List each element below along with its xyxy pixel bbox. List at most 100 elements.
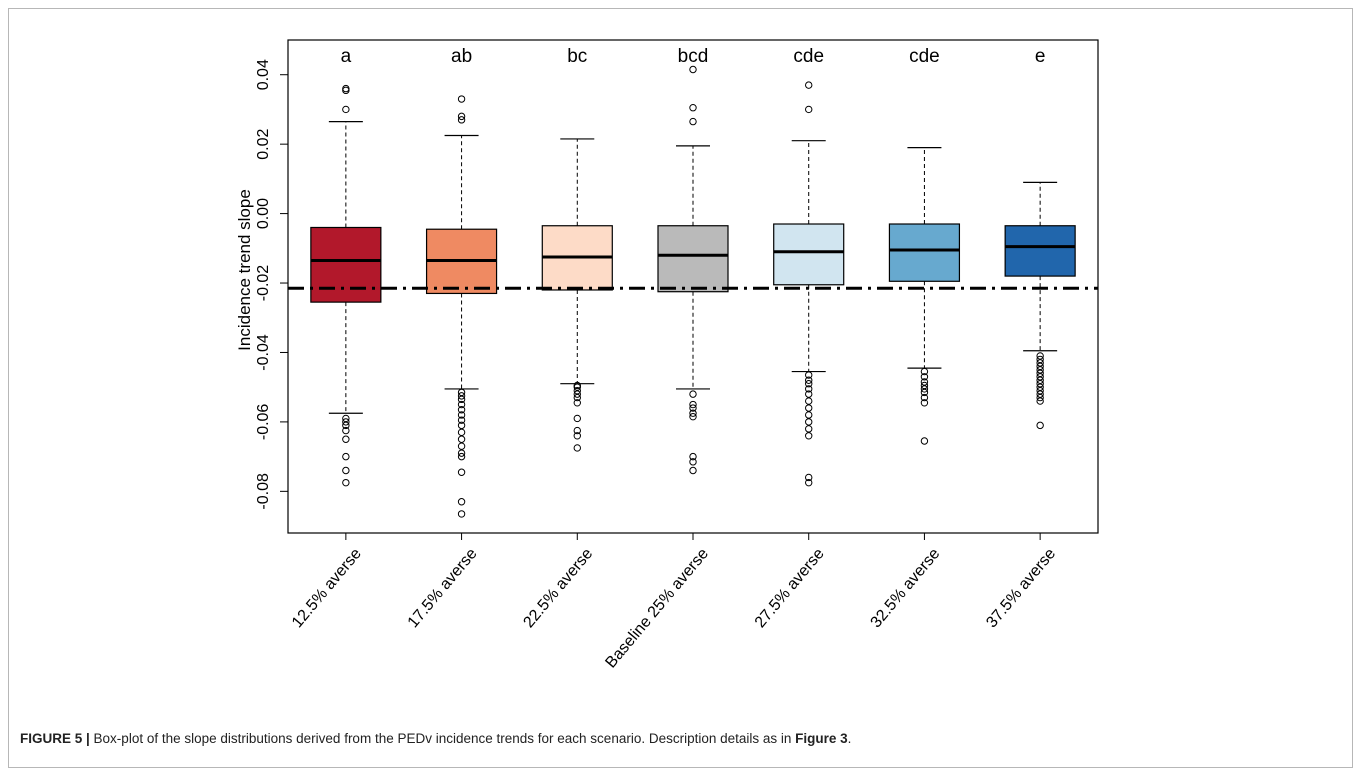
outlier-point [689, 117, 697, 126]
category-label: 37.5% averse [983, 545, 1059, 631]
outlier-point [457, 392, 466, 400]
outlier-point [342, 452, 350, 461]
outlier-point [1036, 362, 1044, 371]
outlier-point [457, 400, 466, 409]
category-label: 27.5% averse [752, 545, 828, 631]
box [657, 225, 729, 293]
significance-letter: cde [909, 46, 940, 67]
box-plot-chart: -0.08 -0.06 -0.04 -0.02 0.00 0.02 0.04 a 12.5% a… [235, 39, 1099, 671]
outlier-point [1036, 383, 1044, 391]
significance-letter: e [1035, 46, 1046, 67]
y-tick-label: -0.02 [255, 265, 272, 302]
outlier-point [457, 95, 466, 103]
category-label: 17.5% averse [405, 545, 481, 631]
significance-letter: a [341, 46, 352, 67]
outlier-point [920, 378, 929, 386]
outlier-point [1036, 366, 1044, 374]
outlier-point [573, 383, 581, 391]
y-tick-label: -0.08 [255, 473, 272, 510]
outlier-point [457, 468, 466, 476]
outlier-point [689, 390, 697, 398]
outlier-point [689, 412, 697, 421]
outlier-point [573, 444, 581, 452]
significance-letter: cde [793, 46, 824, 67]
outlier-point [457, 435, 466, 443]
box [888, 223, 961, 282]
outlier-point [342, 414, 350, 423]
outlier-point [457, 510, 466, 518]
outlier-point [573, 393, 581, 402]
y-tick-label: -0.06 [255, 404, 272, 441]
outlier-point [805, 376, 813, 384]
significance-letter: ab [451, 46, 472, 67]
outlier-point [1036, 421, 1044, 430]
outlier-point [920, 388, 929, 397]
outlier-point [1036, 397, 1044, 405]
y-tick-label: 0.02 [255, 128, 272, 159]
outlier-point [920, 381, 929, 390]
box [1004, 225, 1076, 277]
outlier-point [457, 421, 466, 430]
outlier-point [920, 393, 929, 402]
outlier-point [342, 478, 350, 487]
outlier-point [457, 411, 466, 419]
outlier-point [457, 406, 466, 414]
figure-frame [8, 8, 1353, 768]
outlier-point [457, 442, 466, 450]
outlier-point [342, 421, 350, 430]
figure-caption: FIGURE 5 | Box-plot of the slope distrib… [20, 731, 1340, 746]
figure-label: FIGURE 5 | [20, 731, 90, 746]
outlier-point [1036, 390, 1044, 398]
significance-letter: bc [567, 46, 587, 67]
outlier-point [805, 473, 813, 482]
outlier-point [457, 449, 466, 457]
significance-letter: bcd [678, 46, 709, 67]
box [773, 223, 845, 286]
outlier-point [457, 116, 466, 124]
outlier-point [805, 81, 813, 89]
outlier-point [573, 432, 581, 440]
outlier-point [1036, 369, 1044, 377]
y-tick-label: -0.04 [255, 334, 272, 371]
outlier-point [689, 452, 697, 461]
outlier-point [1036, 376, 1044, 384]
category-label: 22.5% averse [520, 545, 596, 631]
outlier-point [920, 373, 929, 381]
outlier-point [805, 380, 813, 388]
outlier-point [805, 105, 813, 114]
outlier-point [805, 425, 813, 433]
box [310, 226, 382, 303]
outlier-point [1036, 355, 1044, 364]
outlier-point [457, 428, 466, 437]
outlier-point [1036, 373, 1044, 381]
outlier-point [457, 416, 466, 424]
outlier-point [689, 104, 697, 112]
outlier-point [573, 426, 581, 435]
outlier-point [805, 404, 813, 412]
outlier-point [689, 466, 697, 475]
outlier-point [457, 395, 466, 404]
outlier-point [805, 397, 813, 405]
outlier-point [689, 400, 697, 409]
outlier-point [573, 414, 581, 423]
outlier-point [805, 418, 813, 426]
outlier-point [920, 399, 929, 407]
outlier-point [573, 390, 581, 398]
caption-end: . [847, 731, 852, 746]
outlier-point [1036, 386, 1044, 395]
outlier-point [689, 409, 697, 417]
outlier-point [342, 435, 350, 443]
outlier-point [1036, 352, 1044, 360]
outlier-point [457, 498, 466, 506]
caption-text: Box-plot of the slope distributions deri… [89, 731, 796, 746]
outlier-point [457, 112, 466, 121]
outlier-point [1036, 380, 1044, 388]
outlier-point [920, 385, 929, 393]
outlier-point [1036, 359, 1044, 367]
outlier-point [573, 399, 581, 407]
outlier-point [342, 418, 350, 426]
outlier-point [805, 478, 813, 487]
category-label: Baseline 25% averse [602, 545, 712, 671]
outlier-point [805, 371, 813, 379]
y-tick-label: 0.00 [255, 198, 272, 229]
